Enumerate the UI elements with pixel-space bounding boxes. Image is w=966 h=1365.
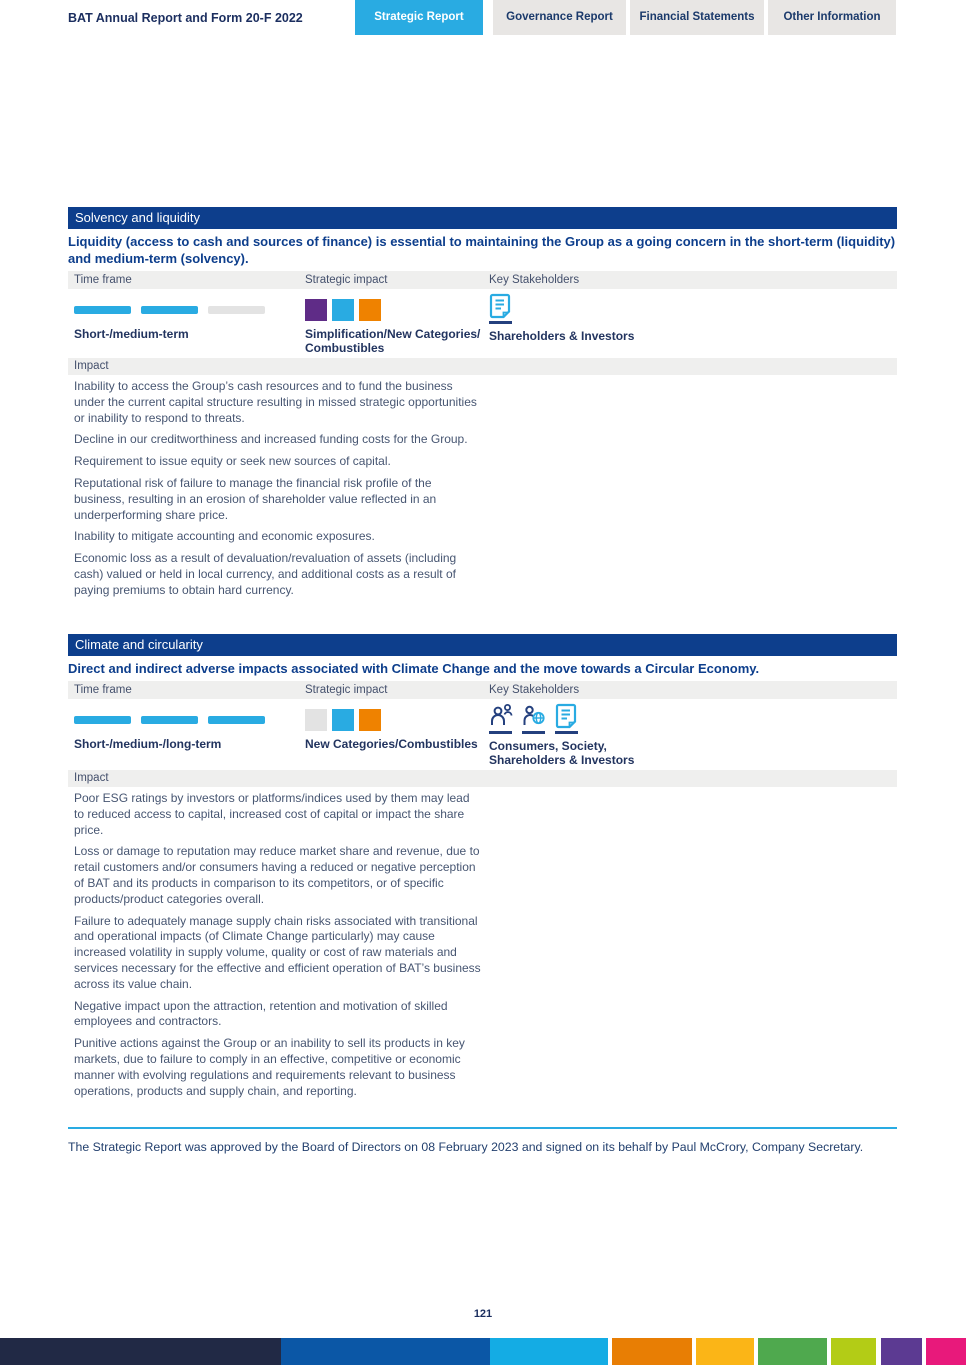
impact-paragraph: Loss or damage to reputation may reduce … (74, 844, 480, 906)
impact-paragraph: Poor ESG ratings by investors or platfor… (74, 791, 470, 837)
risk-table-header: Time frame Strategic impact Key Stakehol… (68, 271, 897, 289)
strategic-impact-label: Simplification/New Categories/ Combustib… (305, 327, 481, 355)
color-bar-segment (490, 1338, 608, 1365)
tab-strategic-report[interactable]: Strategic Report (355, 0, 483, 35)
report-title: BAT Annual Report and Form 20-F 2022 (68, 11, 303, 25)
column-header-time-frame: Time frame (74, 684, 132, 696)
column-header-strategic-impact: Strategic impact (305, 684, 388, 696)
time-frame-bar-medium (141, 306, 198, 314)
footer-divider (68, 1127, 897, 1129)
stakeholder-icons (489, 293, 897, 327)
key-stakeholders-label: Consumers, Society, Shareholders & Inves… (489, 739, 635, 767)
impact-square-combustibles (359, 299, 381, 321)
column-header-key-stakeholders: Key Stakeholders (489, 274, 580, 286)
color-bar-segment (612, 1338, 692, 1365)
section-intro: Liquidity (access to cash and sources of… (68, 234, 896, 266)
impact-paragraph: Inability to access the Group’s cash res… (74, 379, 477, 425)
time-frame-cell: Short-/medium-/long-term (74, 703, 305, 767)
key-stakeholders-label: Shareholders & Investors (489, 329, 635, 343)
impact-heading-bar: Impact (68, 770, 897, 787)
color-bar-segment (831, 1338, 876, 1365)
column-header-strategic-impact: Strategic impact (305, 274, 388, 286)
time-frame-bar-medium (141, 716, 198, 724)
section-climate-and-circularity: Climate and circularity Direct and indir… (68, 634, 897, 1105)
time-frame-bars (74, 705, 305, 735)
color-bar-segment (758, 1338, 827, 1365)
consumers-icon (489, 703, 513, 734)
stakeholder-icons (489, 703, 897, 737)
color-bar-segment (281, 1338, 490, 1365)
section-intro: Direct and indirect adverse impacts asso… (68, 661, 760, 676)
impact-square-new-categories (332, 299, 354, 321)
section-solvency-and-liquidity: Solvency and liquidity Liquidity (access… (68, 207, 897, 605)
color-bar-segment (0, 1338, 281, 1365)
approval-note: The Strategic Report was approved by the… (68, 1140, 864, 1154)
impact-heading-bar: Impact (68, 358, 897, 375)
time-frame-bar-long (208, 306, 265, 314)
impact-square-new-categories (332, 709, 354, 731)
column-header-key-stakeholders: Key Stakeholders (489, 684, 580, 696)
tab-governance-report[interactable]: Governance Report (493, 0, 626, 35)
time-frame-bar-long (208, 716, 265, 724)
strategic-impact-squares (305, 295, 489, 325)
report-document-icon (555, 703, 578, 734)
section-title-bar: Climate and circularity (68, 634, 897, 656)
impact-paragraph: Failure to adequately manage supply chai… (74, 913, 481, 991)
brand-color-bar (0, 1338, 966, 1365)
time-frame-bar-short (74, 306, 131, 314)
impact-paragraph: Requirement to issue equity or seek new … (74, 454, 391, 469)
impact-paragraphs: Poor ESG ratings by investors or platfor… (68, 791, 482, 1099)
section-title-bar: Solvency and liquidity (68, 207, 897, 229)
time-frame-label: Short-/medium-/long-term (74, 737, 222, 751)
impact-square-combustibles (359, 709, 381, 731)
strategic-impact-squares (305, 705, 489, 735)
impact-paragraph: Punitive actions against the Group or an… (74, 1036, 465, 1098)
society-icon (522, 703, 546, 734)
key-stakeholders-cell: Consumers, Society, Shareholders & Inves… (489, 703, 897, 767)
impact-paragraph: Inability to mitigate accounting and eco… (74, 529, 375, 544)
color-bar-segment (926, 1338, 966, 1365)
impact-square-simplification (305, 299, 327, 321)
column-header-time-frame: Time frame (74, 274, 132, 286)
risk-attributes-row: Short-/medium-term Simplification/New Ca… (68, 293, 897, 355)
report-document-icon (489, 293, 512, 324)
strategic-impact-cell: Simplification/New Categories/ Combustib… (305, 293, 489, 355)
color-bar-segment (881, 1338, 922, 1365)
risk-attributes-row: Short-/medium-/long-term New Categories/… (68, 703, 897, 767)
strategic-impact-cell: New Categories/Combustibles (305, 703, 489, 767)
page-number: 121 (473, 1308, 493, 1320)
color-bar-segment (696, 1338, 754, 1365)
impact-paragraph: Reputational risk of failure to manage t… (74, 475, 437, 522)
tab-other-information[interactable]: Other Information (768, 0, 896, 35)
time-frame-cell: Short-/medium-term (74, 293, 305, 355)
impact-paragraph: Economic loss as a result of devaluation… (74, 551, 457, 597)
time-frame-bars (74, 295, 305, 325)
key-stakeholders-cell: Shareholders & Investors (489, 293, 897, 355)
time-frame-bar-short (74, 716, 131, 724)
impact-paragraphs: Inability to access the Group’s cash res… (68, 379, 482, 599)
impact-paragraph: Negative impact upon the attraction, ret… (74, 998, 448, 1029)
tab-financial-statements[interactable]: Financial Statements (630, 0, 764, 35)
strategic-impact-label: New Categories/Combustibles (305, 737, 478, 751)
impact-square-simplification (305, 709, 327, 731)
impact-paragraph: Decline in our creditworthiness and incr… (74, 432, 468, 447)
time-frame-label: Short-/medium-term (74, 327, 189, 341)
risk-table-header: Time frame Strategic impact Key Stakehol… (68, 681, 897, 699)
